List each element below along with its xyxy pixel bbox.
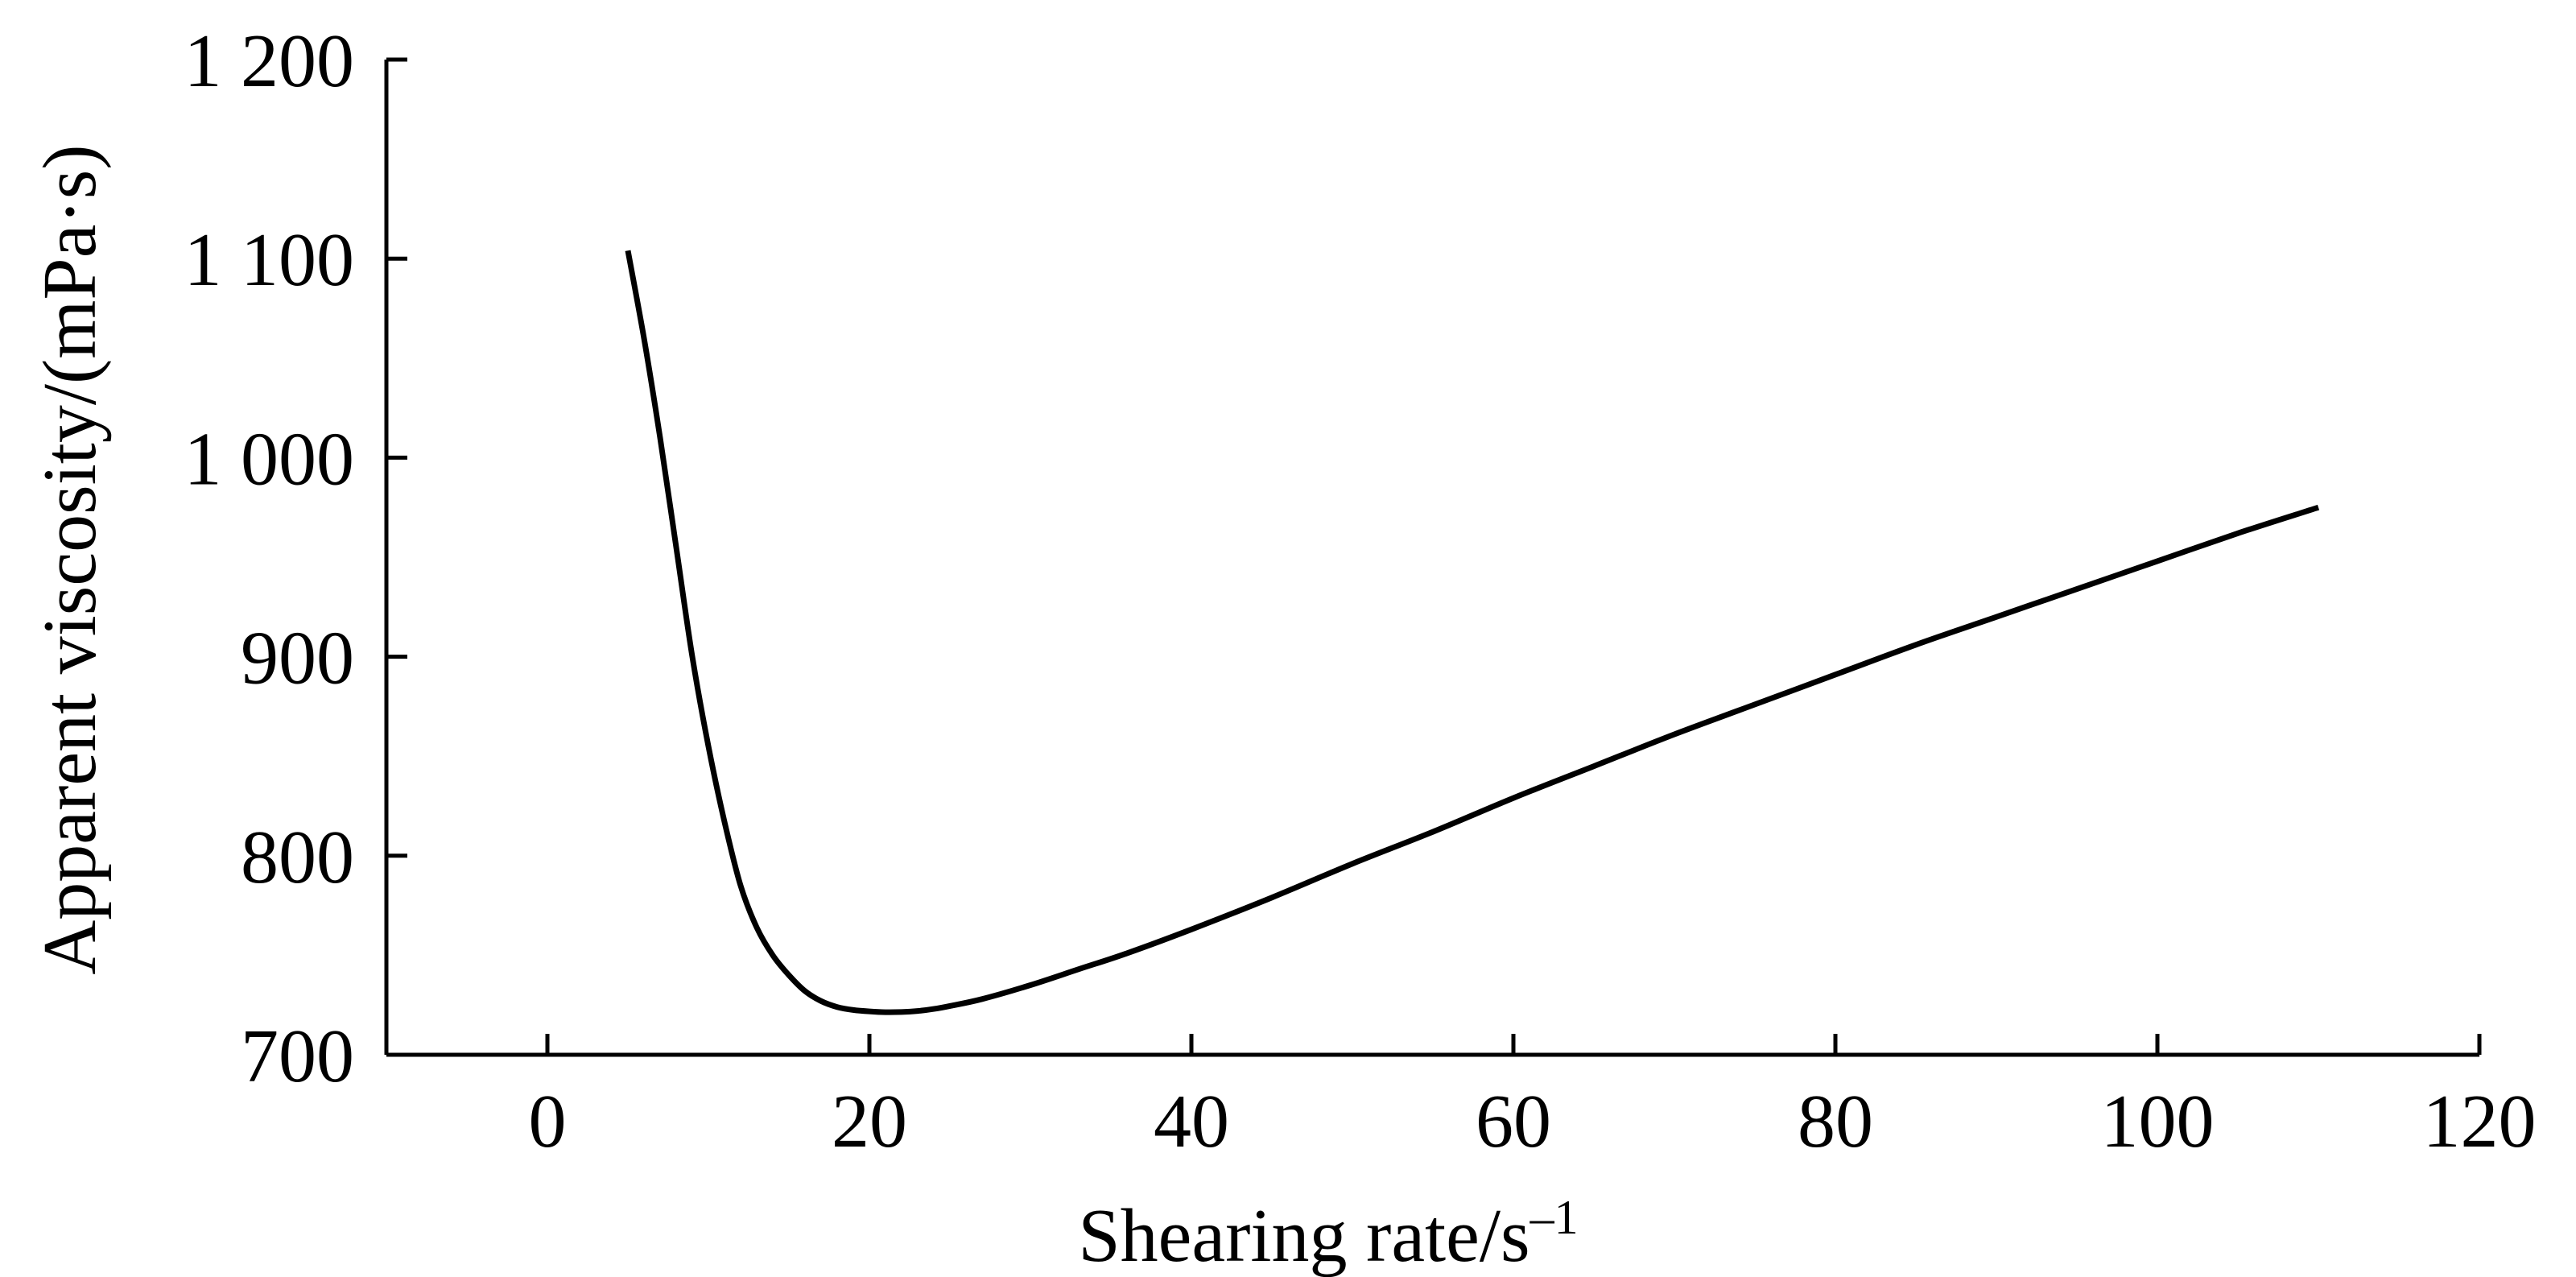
x-axis-title: Shearing rate/s–1 (1078, 1191, 1578, 1277)
series-group (625, 250, 2320, 1015)
y-tick-label: 1 200 (184, 19, 355, 103)
y-tick-label: 1 000 (184, 417, 355, 501)
y-axis-ticks: 700 800 900 1 000 1 100 1 200 (184, 19, 407, 1098)
x-axis-title-main: Shearing rate/s (1078, 1194, 1530, 1277)
x-tick-label: 40 (1154, 1080, 1229, 1163)
y-tick-label: 700 (241, 1015, 354, 1098)
y-tick-label: 1 100 (184, 218, 355, 302)
series-line (625, 250, 2320, 1015)
y-tick-label: 900 (241, 617, 354, 700)
x-tick-label: 100 (2101, 1080, 2215, 1163)
x-tick-label: 0 (529, 1080, 567, 1163)
x-tick-label: 120 (2423, 1080, 2537, 1163)
x-tick-label: 60 (1476, 1080, 1551, 1163)
y-tick-label: 800 (241, 816, 354, 899)
x-axis-title-superscript: –1 (1530, 1191, 1579, 1244)
x-axis-ticks: 0 20 40 60 80 100 120 (529, 1034, 2537, 1163)
x-tick-label: 80 (1798, 1080, 1873, 1163)
x-tick-label: 20 (832, 1080, 907, 1163)
y-axis-title: Apparent viscosity/(mPa·s) (28, 144, 112, 974)
